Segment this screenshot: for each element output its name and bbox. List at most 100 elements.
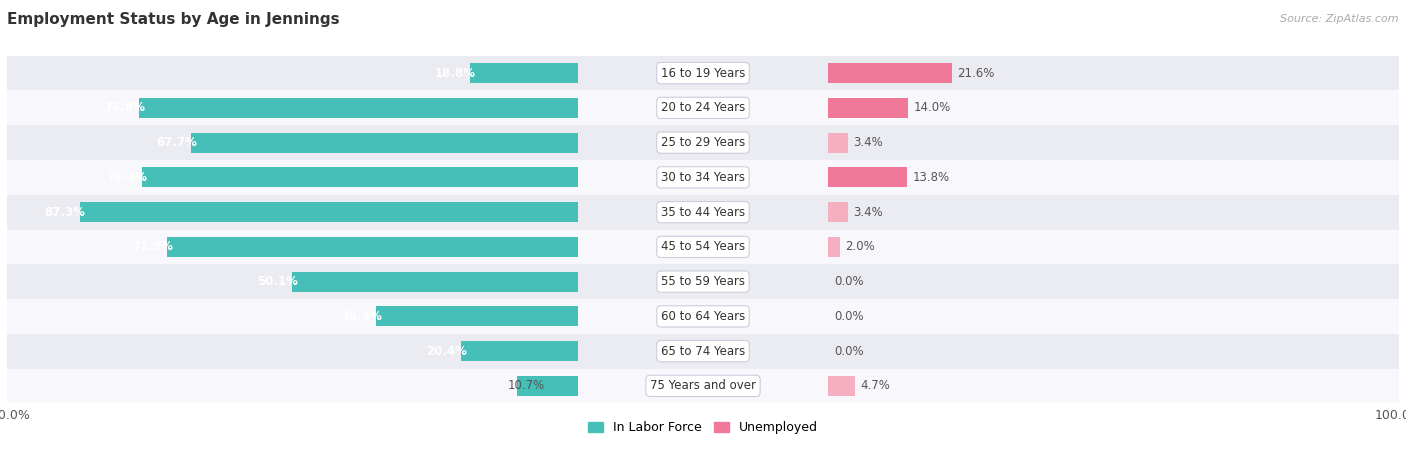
Legend: In Labor Force, Unemployed: In Labor Force, Unemployed bbox=[583, 416, 823, 439]
Bar bbox=[7, 195, 578, 230]
Bar bbox=[828, 230, 1399, 264]
Text: 0.0%: 0.0% bbox=[834, 345, 863, 358]
Text: 2.0%: 2.0% bbox=[845, 240, 875, 253]
Text: Source: ZipAtlas.com: Source: ZipAtlas.com bbox=[1281, 14, 1399, 23]
Text: 3.4%: 3.4% bbox=[853, 136, 883, 149]
Text: 65 to 74 Years: 65 to 74 Years bbox=[661, 345, 745, 358]
Bar bbox=[828, 160, 1406, 195]
Bar bbox=[828, 90, 1406, 125]
Text: 76.8%: 76.8% bbox=[104, 101, 145, 114]
Bar bbox=[7, 125, 578, 160]
Bar bbox=[7, 334, 578, 369]
Text: 75 Years and over: 75 Years and over bbox=[650, 379, 756, 392]
Bar bbox=[578, 195, 828, 230]
Bar bbox=[828, 63, 952, 83]
Bar bbox=[80, 202, 578, 222]
Text: 13.8%: 13.8% bbox=[912, 171, 950, 184]
Text: 45 to 54 Years: 45 to 54 Years bbox=[661, 240, 745, 253]
Text: 60 to 64 Years: 60 to 64 Years bbox=[661, 310, 745, 323]
Bar bbox=[828, 125, 1406, 160]
Bar bbox=[578, 90, 1406, 125]
Bar bbox=[828, 160, 1399, 195]
Bar bbox=[578, 299, 1406, 334]
Bar bbox=[828, 369, 1399, 403]
Bar bbox=[578, 125, 828, 160]
Bar bbox=[572, 90, 578, 125]
Text: 4.7%: 4.7% bbox=[860, 379, 890, 392]
Bar bbox=[578, 230, 1406, 264]
Bar bbox=[578, 334, 828, 369]
Bar bbox=[7, 264, 578, 299]
Text: 18.8%: 18.8% bbox=[434, 67, 477, 80]
Bar bbox=[828, 56, 1399, 90]
Bar bbox=[142, 167, 578, 188]
Bar bbox=[578, 299, 828, 334]
Text: 87.3%: 87.3% bbox=[45, 206, 86, 219]
Bar bbox=[569, 334, 578, 369]
Text: 3.4%: 3.4% bbox=[853, 206, 883, 219]
Bar bbox=[828, 264, 1406, 299]
Bar bbox=[828, 264, 1399, 299]
Bar bbox=[828, 299, 1399, 334]
Text: 55 to 59 Years: 55 to 59 Years bbox=[661, 275, 745, 288]
Bar bbox=[571, 125, 578, 160]
Bar bbox=[828, 202, 848, 222]
Bar bbox=[139, 98, 578, 118]
Bar bbox=[828, 56, 1406, 90]
Bar bbox=[569, 299, 578, 334]
Bar bbox=[578, 125, 1406, 160]
Text: 20 to 24 Years: 20 to 24 Years bbox=[661, 101, 745, 114]
Text: 50.1%: 50.1% bbox=[257, 275, 298, 288]
Bar bbox=[569, 369, 578, 403]
Bar bbox=[828, 334, 1406, 369]
Bar bbox=[571, 195, 578, 230]
Bar bbox=[7, 299, 578, 334]
Bar bbox=[578, 230, 828, 264]
Bar bbox=[578, 56, 828, 90]
Bar bbox=[828, 195, 1399, 230]
Bar bbox=[578, 160, 828, 195]
Bar bbox=[828, 98, 908, 118]
Bar bbox=[7, 90, 578, 125]
Bar bbox=[578, 369, 1406, 403]
Bar bbox=[167, 237, 578, 257]
Bar bbox=[578, 160, 1406, 195]
Text: 21.6%: 21.6% bbox=[957, 67, 994, 80]
Bar bbox=[828, 299, 1406, 334]
Bar bbox=[572, 56, 578, 90]
Bar bbox=[461, 341, 578, 361]
Text: 0.0%: 0.0% bbox=[834, 310, 863, 323]
Bar bbox=[516, 376, 578, 396]
Bar bbox=[828, 195, 1406, 230]
Bar bbox=[578, 264, 828, 299]
Bar bbox=[292, 271, 578, 292]
Text: 67.7%: 67.7% bbox=[156, 136, 197, 149]
Bar bbox=[578, 90, 828, 125]
Text: 20.4%: 20.4% bbox=[426, 345, 467, 358]
Bar bbox=[828, 125, 1399, 160]
Text: 25 to 29 Years: 25 to 29 Years bbox=[661, 136, 745, 149]
Bar bbox=[828, 133, 848, 153]
Text: 14.0%: 14.0% bbox=[914, 101, 950, 114]
Bar bbox=[7, 56, 578, 90]
Bar bbox=[7, 230, 578, 264]
Text: 10.7%: 10.7% bbox=[508, 379, 546, 392]
Bar bbox=[191, 133, 578, 153]
Bar bbox=[828, 230, 1406, 264]
Bar bbox=[578, 369, 828, 403]
Text: Employment Status by Age in Jennings: Employment Status by Age in Jennings bbox=[7, 12, 340, 27]
Bar bbox=[569, 264, 578, 299]
Text: 35.3%: 35.3% bbox=[342, 310, 382, 323]
Bar bbox=[377, 306, 578, 326]
Text: 71.9%: 71.9% bbox=[132, 240, 173, 253]
Bar bbox=[828, 237, 839, 257]
Bar bbox=[578, 334, 1406, 369]
Bar bbox=[828, 376, 855, 396]
Bar bbox=[7, 369, 578, 403]
Bar bbox=[7, 160, 578, 195]
Bar bbox=[578, 56, 1406, 90]
Bar bbox=[571, 160, 578, 195]
Bar bbox=[828, 90, 1399, 125]
Text: 76.4%: 76.4% bbox=[107, 171, 148, 184]
Bar bbox=[571, 230, 578, 264]
